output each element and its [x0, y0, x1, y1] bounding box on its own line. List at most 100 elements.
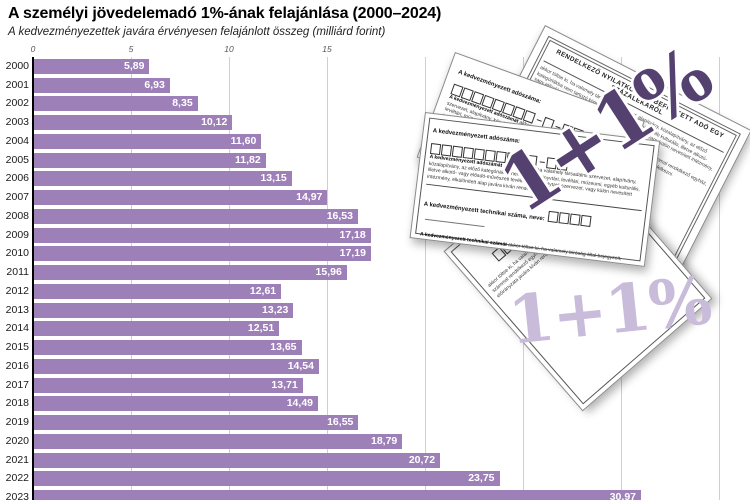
year-label: 2018	[5, 397, 29, 410]
value-label: 5,89	[124, 60, 145, 72]
chart-row: 2004 11,60	[0, 133, 750, 149]
bar: 13,23	[34, 302, 294, 318]
year-label: 2021	[5, 453, 29, 466]
value-label: 11,82	[234, 153, 261, 166]
chart-row: 2003 10,12	[0, 115, 750, 131]
value-label: 10,12	[201, 116, 228, 129]
form-checkbox	[569, 213, 581, 226]
value-label: 17,18	[339, 228, 366, 241]
year-label: 2020	[5, 434, 29, 447]
bar: 11,82	[34, 152, 266, 168]
value-label: 14,54	[287, 359, 314, 372]
x-tick-label: 5	[128, 44, 134, 54]
value-label: 13,71	[271, 378, 298, 391]
bar: 10,12	[34, 115, 233, 131]
value-label: 13,23	[262, 303, 289, 316]
gridline	[719, 57, 720, 500]
bar: 17,18	[34, 227, 371, 243]
chart-row: 2000 5,89	[0, 59, 750, 74]
chart-row: 2014 12,51	[0, 321, 750, 337]
bar: 13,71	[34, 377, 303, 393]
year-label: 2022	[5, 472, 29, 485]
year-label: 2013	[5, 303, 29, 316]
chart-row: 2019 16,55	[0, 415, 750, 431]
value-label: 20,72	[408, 453, 436, 466]
chart-row: 2005 11,82	[0, 152, 750, 168]
bar: 14,54	[34, 358, 319, 374]
bar: 12,51	[34, 321, 280, 337]
value-label: 14,49	[286, 397, 313, 410]
chart-row: 2010 17,19	[0, 246, 750, 262]
chart-subtitle: A kedvezményezettek javára érvényesen fe…	[8, 26, 386, 38]
bar: 17,19	[34, 246, 371, 262]
bar: 23,75	[34, 471, 500, 487]
year-label: 2010	[5, 247, 29, 260]
bar: 13,65	[34, 340, 302, 356]
chart-row: 2013 13,23	[0, 302, 750, 318]
year-label: 2011	[6, 266, 29, 279]
chart-row: 2020 18,79	[0, 433, 750, 449]
bar-rows: 2000 5,89 2001 6,93 2002 8,35 2003 10,12 2004 11,…	[0, 59, 750, 500]
bar-chart: 0 5 10 15 2000 5,89 2001 6,93 2002 8,35 2003 10,12…	[0, 44, 750, 500]
chart-row: 2015 13,65	[0, 340, 750, 356]
bar: 11,60	[34, 133, 262, 149]
bar: 16,55	[34, 415, 359, 431]
year-label: 2008	[5, 209, 29, 222]
year-label: 2016	[5, 359, 29, 372]
value-label: 12,61	[249, 284, 277, 297]
value-label: 12,51	[247, 322, 275, 335]
chart-row: 2023 30,97	[0, 490, 750, 500]
chart-row: 2001 6,93	[0, 77, 750, 93]
bar: 12,61	[34, 283, 282, 299]
value-label: 15,96	[315, 266, 342, 279]
chart-row: 2021 20,72	[0, 452, 750, 468]
chart-row: 2008 16,53	[0, 208, 750, 224]
value-label: 16,53	[326, 209, 353, 222]
chart-row: 2016 14,54	[0, 358, 750, 374]
year-label: 2007	[5, 191, 29, 204]
bar: 14,49	[34, 396, 318, 412]
year-label: 2006	[5, 172, 29, 185]
y-axis-line	[32, 57, 34, 500]
value-label: 18,79	[371, 434, 398, 447]
bar: 6,93	[34, 77, 170, 93]
year-label: 2023	[5, 491, 29, 500]
write-in-line	[424, 219, 485, 228]
bar: 15,96	[34, 265, 347, 281]
bar: 30,97	[34, 490, 641, 500]
year-label: 2014	[5, 322, 29, 335]
year-label: 2017	[5, 378, 29, 391]
x-tick-label: 0	[30, 44, 36, 54]
year-label: 2012	[5, 284, 29, 297]
year-label: 2003	[5, 116, 29, 129]
year-label: 2002	[5, 97, 29, 110]
value-label: 13,15	[260, 172, 287, 185]
chart-row: 2011 15,96	[0, 265, 750, 281]
value-label: 30,97	[609, 491, 636, 500]
chart-row: 2022 23,75	[0, 471, 750, 487]
year-label: 2019	[5, 416, 29, 429]
value-label: 13,65	[270, 341, 297, 354]
bar: 13,15	[34, 171, 292, 187]
chart-title: A személyi jövedelemadó 1%-ának felajánl…	[8, 5, 442, 22]
value-label: 6,93	[144, 78, 165, 91]
value-label: 16,55	[327, 416, 354, 429]
year-label: 2009	[5, 228, 29, 241]
chart-row: 2009 17,18	[0, 227, 750, 243]
year-label: 2001	[5, 78, 29, 91]
value-label: 17,19	[339, 247, 366, 260]
year-label: 2000	[5, 60, 29, 72]
bar: 20,72	[34, 452, 441, 468]
value-label: 11,60	[230, 134, 257, 147]
bar: 18,79	[34, 433, 403, 449]
chart-row: 2018 14,49	[0, 396, 750, 412]
value-label: 23,75	[468, 472, 495, 485]
year-label: 2005	[5, 153, 29, 166]
bar: 5,89	[34, 59, 150, 74]
year-label: 2004	[5, 134, 29, 147]
form-checkbox	[580, 215, 592, 228]
chart-row: 2012 12,61	[0, 283, 750, 299]
x-tick-label: 15	[322, 44, 332, 54]
chart-row: 2017 13,71	[0, 377, 750, 393]
